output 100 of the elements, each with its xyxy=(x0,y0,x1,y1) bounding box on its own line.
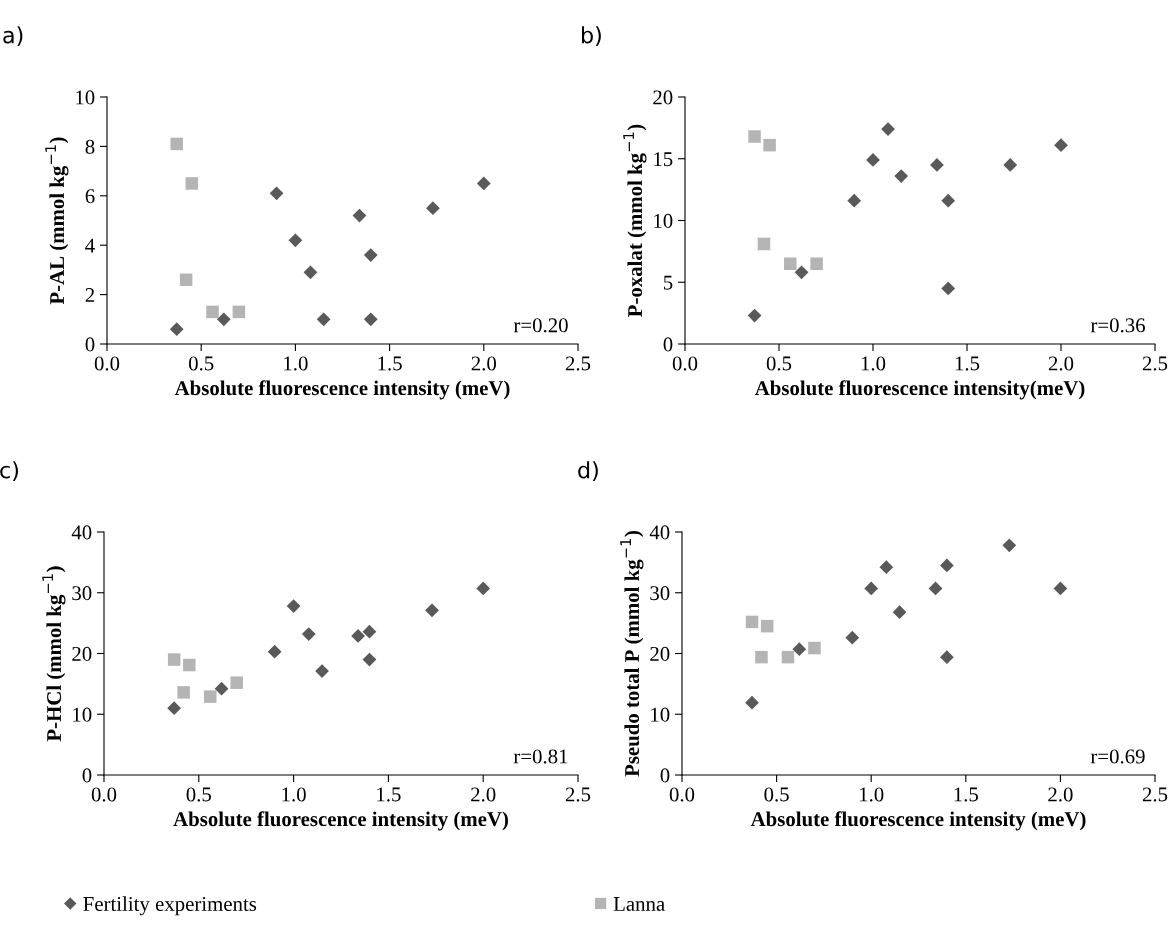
x-tick-label: 1.5 xyxy=(378,356,402,371)
chart-title: b) xyxy=(582,26,601,47)
y-tick-label: 10 xyxy=(73,707,92,722)
annotation: r=0.81 xyxy=(513,749,568,764)
annotation: r=0.20 xyxy=(513,318,568,333)
point xyxy=(167,653,181,666)
point xyxy=(941,193,956,208)
x-tick-label: 0.5 xyxy=(188,356,214,371)
y-tick-label: 20 xyxy=(653,90,673,105)
y-tick-label: 5 xyxy=(663,275,673,290)
y-tick-label: 20 xyxy=(72,646,92,661)
point xyxy=(781,650,795,664)
y-tick-label: 0 xyxy=(82,768,92,783)
x-tick-label: 0.5 xyxy=(186,787,212,802)
chart-title: d) xyxy=(578,461,598,482)
x-tick-label: 0.5 xyxy=(766,356,792,371)
x-tick-label: 1.0 xyxy=(282,787,306,802)
point xyxy=(845,630,860,645)
chart-title: c) xyxy=(0,461,18,482)
x-tick-label: 1.0 xyxy=(861,356,886,371)
y-tick-label: 10 xyxy=(651,707,670,722)
point xyxy=(879,560,894,575)
x-tick-label: 0.0 xyxy=(94,356,120,371)
point xyxy=(476,176,491,191)
point xyxy=(426,201,440,216)
x-axis-title: Absolute fluorescence intensity (meV) xyxy=(174,380,510,400)
x-axis-title: Absolute fluorescence intensity (meV) xyxy=(173,811,508,831)
point xyxy=(425,603,439,618)
point xyxy=(179,273,193,287)
point xyxy=(808,641,821,655)
x-tick-label: 0.0 xyxy=(91,787,117,802)
y-tick-label: 40 xyxy=(649,525,670,540)
y-tick-label: 4 xyxy=(85,238,95,253)
point xyxy=(940,650,954,665)
point xyxy=(267,644,282,659)
point xyxy=(810,257,823,270)
x-tick-label: 1.0 xyxy=(284,356,308,371)
y-tick-label: 6 xyxy=(85,189,95,204)
point xyxy=(214,681,229,696)
point xyxy=(745,615,759,629)
point xyxy=(760,619,774,633)
legend-label: Lanna xyxy=(613,897,665,911)
y-tick-label: 2 xyxy=(85,288,95,302)
point xyxy=(232,305,246,319)
point xyxy=(206,305,219,319)
legend-label: Fertility experiments xyxy=(83,896,257,916)
point xyxy=(185,177,199,190)
annotation: r=0.69 xyxy=(1090,749,1145,764)
point xyxy=(169,322,184,337)
y-tick-label: 0 xyxy=(660,768,670,783)
point xyxy=(363,312,378,327)
y-tick-label: 0 xyxy=(663,337,673,352)
x-tick-label: 2.0 xyxy=(471,356,497,371)
y-tick-label: 10 xyxy=(654,213,673,228)
point xyxy=(784,257,797,270)
point xyxy=(269,186,284,201)
y-tick-label: 30 xyxy=(72,586,92,601)
point xyxy=(892,605,907,620)
y-tick-label: 40 xyxy=(71,525,92,540)
point xyxy=(170,137,183,151)
x-tick-label: 0.0 xyxy=(672,356,698,371)
point xyxy=(894,169,909,183)
y-tick-label: 8 xyxy=(85,139,95,154)
point xyxy=(315,664,329,678)
point xyxy=(316,312,331,327)
point xyxy=(203,690,217,703)
point xyxy=(351,629,365,643)
point xyxy=(303,265,318,280)
x-tick-label: 1.0 xyxy=(860,787,884,802)
point xyxy=(230,676,243,689)
x-tick-label: 0.5 xyxy=(764,787,789,802)
point xyxy=(763,138,776,152)
point xyxy=(167,701,182,716)
chart-title: a) xyxy=(3,26,23,47)
y-tick-label: 0 xyxy=(85,337,95,352)
point xyxy=(941,281,956,296)
point xyxy=(745,695,759,710)
point xyxy=(794,265,809,280)
point xyxy=(288,233,303,248)
point xyxy=(177,686,190,699)
x-tick-label: 1.5 xyxy=(955,356,980,371)
point xyxy=(847,193,862,208)
annotation: r=0.36 xyxy=(1090,318,1145,333)
point xyxy=(216,312,231,327)
point xyxy=(476,581,491,596)
x-tick-label: 2.0 xyxy=(1048,356,1074,371)
x-tick-label: 2.5 xyxy=(565,356,591,371)
x-tick-label: 2.0 xyxy=(1048,787,1073,802)
point xyxy=(757,237,771,251)
x-tick-label: 1.5 xyxy=(377,787,401,802)
point xyxy=(363,248,378,262)
y-tick-label: 30 xyxy=(650,586,670,601)
x-tick-label: 1.5 xyxy=(954,787,979,802)
x-axis-title: Absolute fluorescence intensity(meV) xyxy=(754,380,1085,400)
y-tick-label: 15 xyxy=(654,152,673,167)
point xyxy=(1002,538,1017,553)
point xyxy=(864,581,879,596)
x-tick-label: 2.0 xyxy=(471,787,496,802)
y-tick-label: 10 xyxy=(76,90,95,105)
point xyxy=(747,308,762,323)
